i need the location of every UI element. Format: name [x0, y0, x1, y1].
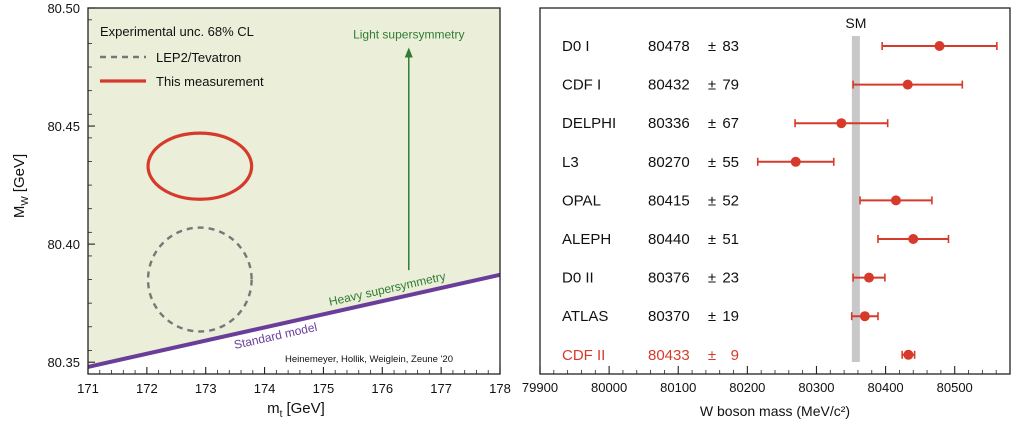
x-tick-label: 177 [430, 381, 452, 396]
left-y-axis: 80.35 80.40 80.45 80.50 [47, 1, 95, 375]
mass-error: 67 [722, 115, 739, 132]
sm-band [851, 36, 860, 362]
data-point [890, 195, 901, 206]
mass-value: 80478 [648, 38, 690, 55]
data-point [836, 118, 847, 129]
measurement-row: DELPHI 80336 ±67 [562, 115, 889, 132]
measurement-row: CDF I 80432 ±79 [562, 77, 964, 94]
this-measurement-contour [146, 131, 254, 201]
light-supersymmetry-label: Light supersymmetry [353, 28, 464, 42]
x-tick-label: 80400 [868, 380, 904, 395]
credit-text: Heinemeyer, Hollik, Weiglein, Zeune '20 [285, 354, 453, 365]
experiment-name: OPAL [562, 192, 601, 209]
experiment-name: ATLAS [562, 308, 608, 325]
x-tick-label: 175 [313, 381, 335, 396]
mass-error: 23 [722, 270, 739, 287]
data-point [903, 349, 914, 360]
data-point [864, 272, 874, 283]
experiment-name: CDF I [562, 77, 601, 94]
plus-minus: ± [708, 270, 716, 287]
plus-minus: ± [708, 192, 716, 209]
arrowhead-icon [404, 47, 413, 58]
measurement-row: L3 80270 ±55 [562, 154, 835, 171]
sm-label: SM [845, 15, 866, 31]
measurement-row: ALEPH 80440 ±51 [562, 231, 950, 248]
mass-value: 80433 [648, 347, 690, 364]
left-panel: Light supersymmetry Heavy supersymmetry … [11, 1, 511, 420]
x-tick-label: 80200 [729, 380, 765, 395]
x-tick-label: 80000 [591, 380, 627, 395]
plus-minus: ± [708, 231, 716, 248]
mass-error: 51 [722, 231, 739, 248]
experiment-name: D0 I [562, 38, 590, 55]
legend-title: Experimental unc. 68% CL [100, 24, 254, 39]
measurement-row: CDF II 80433 ±9 [562, 347, 916, 364]
standard-model-band [87, 272, 501, 369]
mass-value: 80376 [648, 270, 690, 287]
measurement-row: ATLAS 80370 ±19 [562, 308, 879, 325]
experiment-name: CDF II [562, 347, 605, 364]
plus-minus: ± [708, 77, 716, 94]
x-tick-label: 80300 [798, 380, 834, 395]
mass-value: 80336 [648, 115, 690, 132]
plus-minus: ± [708, 115, 716, 132]
x-tick-label: 178 [489, 381, 511, 396]
right-plot-frame [539, 7, 1011, 375]
data-point [902, 79, 913, 90]
plus-minus: ± [708, 38, 716, 55]
experiment-name: ALEPH [562, 231, 611, 248]
x-tick-label: 173 [195, 381, 217, 396]
mass-error: 52 [722, 192, 739, 209]
data-point [908, 234, 919, 244]
x-tick-label: 176 [371, 381, 393, 396]
measurement-row: D0 I 80478 ±83 [562, 38, 998, 55]
y-tick-label: 80.45 [47, 119, 80, 134]
mass-error: 79 [722, 77, 739, 94]
right-x-axis-title: W boson mass (MeV/c²) [700, 403, 850, 419]
legend-item-lep2-tevatron: LEP2/Tevatron [156, 50, 241, 65]
left-y-axis-title: MW[GeV] [11, 154, 31, 218]
data-point [790, 156, 801, 167]
experiment-name: D0 II [562, 270, 594, 287]
left-x-axis-title: mt [GeV] [267, 400, 325, 420]
plus-minus: ± [708, 154, 716, 171]
x-tick-label: 174 [254, 381, 276, 396]
mass-value: 80415 [648, 192, 690, 209]
mass-error: 55 [722, 154, 739, 171]
experiment-name: DELPHI [562, 115, 616, 132]
y-tick-label: 80.50 [47, 1, 80, 16]
legend-item-this-measurement: This measurement [156, 74, 264, 89]
x-tick-label: 79900 [522, 380, 558, 395]
right-x-axis: 79900 80000 80100 80200 80300 80400 80500 [522, 366, 1011, 395]
measurement-row: D0 II 80376 ±23 [562, 270, 886, 287]
left-x-axis: 171 172 173 174 175 176 177 178 [77, 367, 511, 396]
mass-value: 80432 [648, 77, 690, 94]
y-tick-label: 80.40 [47, 237, 80, 252]
experiment-name: L3 [562, 154, 579, 171]
right-panel: SM D0 I 80478 ±83 CDF I 80432 ±79 DELPHI 80336 ±… [522, 7, 1011, 419]
mass-error: 9 [731, 347, 739, 364]
plus-minus: ± [708, 347, 716, 364]
measurement-row: OPAL 80415 ±52 [562, 192, 933, 209]
plus-minus: ± [708, 308, 716, 325]
x-tick-label: 80100 [660, 380, 696, 395]
y-tick-label: 80.35 [47, 355, 80, 370]
data-point [934, 41, 945, 51]
mass-value: 80440 [648, 231, 690, 248]
mass-value: 80270 [648, 154, 690, 171]
x-tick-label: 80500 [937, 380, 973, 395]
x-tick-label: 172 [136, 381, 158, 396]
data-point [859, 311, 870, 322]
left-plot-frame [87, 7, 501, 375]
lep2-tevatron-contour [146, 226, 253, 333]
measurement-list: D0 I 80478 ±83 CDF I 80432 ±79 DELPHI 80336 ±67 L… [562, 38, 998, 364]
mass-error: 19 [722, 308, 739, 325]
mass-error: 83 [722, 38, 739, 55]
mass-value: 80370 [648, 308, 690, 325]
x-tick-label: 171 [77, 381, 99, 396]
